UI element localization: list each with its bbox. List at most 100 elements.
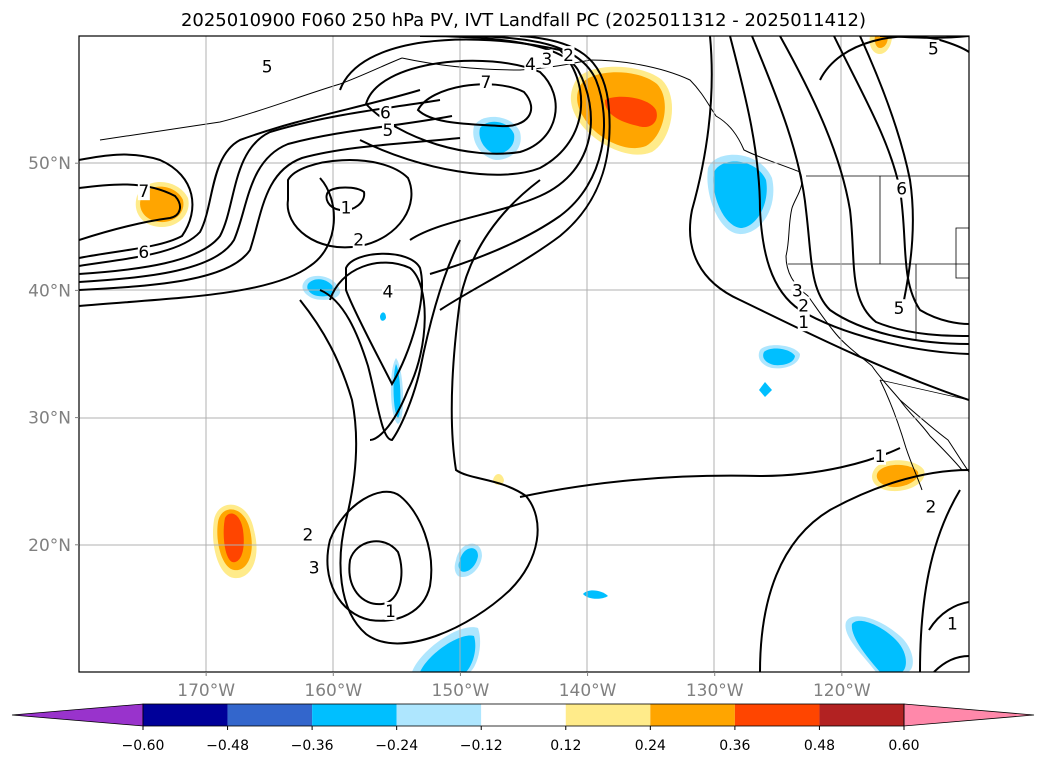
ivt-anomaly-small-blob-3 <box>380 312 386 321</box>
contour-label-bg <box>874 446 886 465</box>
contour-label: 1 <box>341 199 352 219</box>
ivt-anomaly-gulf-alaska-peak <box>604 96 657 128</box>
colorbar-box <box>734 704 820 726</box>
contour-label-bg <box>927 39 940 58</box>
contour-label: 5 <box>383 121 394 141</box>
pv-contour-east-5 <box>819 36 969 81</box>
pv-contour-se-1c <box>928 601 969 631</box>
pv-contour-gulf-5 <box>339 38 583 176</box>
colorbar-tick-label: 0.60 <box>888 738 919 754</box>
chart-title: 2025010900 F060 250 hPa PV, IVT Landfall… <box>180 10 867 31</box>
contour-label: 7 <box>480 73 491 93</box>
contour-label: 2 <box>925 498 936 518</box>
colorbar: −0.60 −0.48 −0.36 −0.24 −0.12 0.12 0.24 0.36 0.4… <box>11 703 1035 754</box>
pv-contour-hawaii-2 <box>326 490 433 622</box>
pv-contour-west-4 <box>79 99 441 275</box>
us-mexico-border <box>879 379 969 401</box>
contour-label-bg <box>540 49 553 68</box>
pv-contour-east-4 <box>779 36 969 337</box>
contour-label: 4 <box>383 283 394 303</box>
longitude-tick-label: 140°W <box>559 681 617 701</box>
colorbar-box <box>481 704 566 726</box>
latitude-tick-labels: 50°N 40°N 30°N 20°N <box>28 154 79 556</box>
colorbar-outline <box>142 703 905 727</box>
pv-contour-se-1b <box>759 469 969 672</box>
colorbar-extend-max <box>903 703 1035 727</box>
contour-label-bg <box>946 614 959 633</box>
colorbar-box <box>312 704 397 726</box>
contour-label-bg <box>301 525 314 544</box>
contour-label: 2 <box>563 46 574 66</box>
pv-contour-west-2 <box>79 137 461 291</box>
longitude-tick-label: 160°W <box>304 681 362 701</box>
contour-label: 2 <box>798 297 809 317</box>
contour-label-bg <box>352 230 365 249</box>
coastline-north-america <box>589 59 963 471</box>
contour-label-bg <box>524 54 537 73</box>
contour-label: 7 <box>138 182 149 202</box>
colorbar-box <box>819 704 904 726</box>
coastline-mexico <box>899 399 969 473</box>
pv-contour-se-1d <box>933 655 969 672</box>
ivt-anomaly-small-blob-2 <box>583 590 608 599</box>
coastlines <box>99 57 969 491</box>
ivt-anomaly-baja-core <box>876 464 919 488</box>
contour-label: 4 <box>525 55 536 75</box>
contour-label-bg <box>893 299 906 318</box>
colorbar-tick-label: 0.24 <box>635 738 666 754</box>
pv-contour-hawaii-3 <box>348 540 403 606</box>
pv-contour-gulf-7 <box>416 83 533 128</box>
contour-label-bg <box>797 296 810 315</box>
pv-contour-se-1 <box>519 447 901 498</box>
contour-label: 6 <box>896 180 907 200</box>
longitude-tick-label: 170°W <box>177 681 235 701</box>
contour-label: 1 <box>798 313 809 333</box>
map-frame <box>78 35 970 673</box>
longitude-tick-labels: 170°W 160°W 150°W 140°W 130°W 120°W <box>177 672 871 701</box>
pv-contour-2-low <box>286 159 413 249</box>
pv-contour-4-ring <box>345 252 423 387</box>
pv-contour-west-5 <box>79 89 421 267</box>
contour-label-bg <box>137 243 150 262</box>
contour-label: 5 <box>894 299 905 319</box>
longitude-tick-label: 130°W <box>686 681 744 701</box>
longitude-tick-label: 150°W <box>432 681 490 701</box>
contour-label: 1 <box>947 615 958 635</box>
ivt-anomaly-gulf-alaska-south-core <box>479 121 515 154</box>
ivt-anomaly-central-pacific-core <box>307 279 335 297</box>
contour-label: 5 <box>928 40 939 60</box>
pv-contour-west-3 <box>79 115 453 283</box>
contour-label-bg <box>340 198 352 217</box>
contour-label: 5 <box>262 58 273 78</box>
pv-contour-west-6 <box>79 153 194 259</box>
colorbar-tick-label: 0.48 <box>804 738 835 754</box>
colorbar-tick-label: −0.48 <box>206 738 249 754</box>
colorbar-tick-label: −0.36 <box>291 738 334 754</box>
contour-label: 3 <box>792 281 803 301</box>
contour-label-bg <box>895 179 908 198</box>
contour-label: 1 <box>385 602 396 622</box>
pv-contour-east-2 <box>729 36 969 355</box>
ivt-anomaly-hawaii-east-core <box>458 548 478 572</box>
pv-contour-central-2 <box>319 239 461 442</box>
contour-label-bg <box>261 57 274 76</box>
contour-label-bg <box>479 72 492 91</box>
contour-label-bg <box>137 182 150 201</box>
pv-contour-gulf-4 <box>409 36 592 241</box>
colorbar-tick-label: −0.24 <box>375 738 418 754</box>
ivt-anomaly-bc-coast-core <box>713 161 767 228</box>
map-gridlines <box>79 36 969 672</box>
political-boundaries <box>788 175 969 401</box>
contour-label-bg <box>308 558 321 577</box>
colorbar-tick-label: 0.36 <box>719 738 750 754</box>
latitude-tick-label: 20°N <box>28 536 71 556</box>
pv-contours <box>79 36 969 672</box>
contour-label-bg <box>379 103 392 122</box>
pv-contour-gulf-3 <box>429 36 605 275</box>
latitude-tick-label: 30°N <box>28 409 71 429</box>
ivt-anomaly-offshore-ca-core <box>763 348 795 366</box>
ivt-negative-anomalies <box>302 116 913 672</box>
ivt-anomaly-small-blob-1 <box>759 382 772 397</box>
contour-label: 2 <box>353 231 364 251</box>
